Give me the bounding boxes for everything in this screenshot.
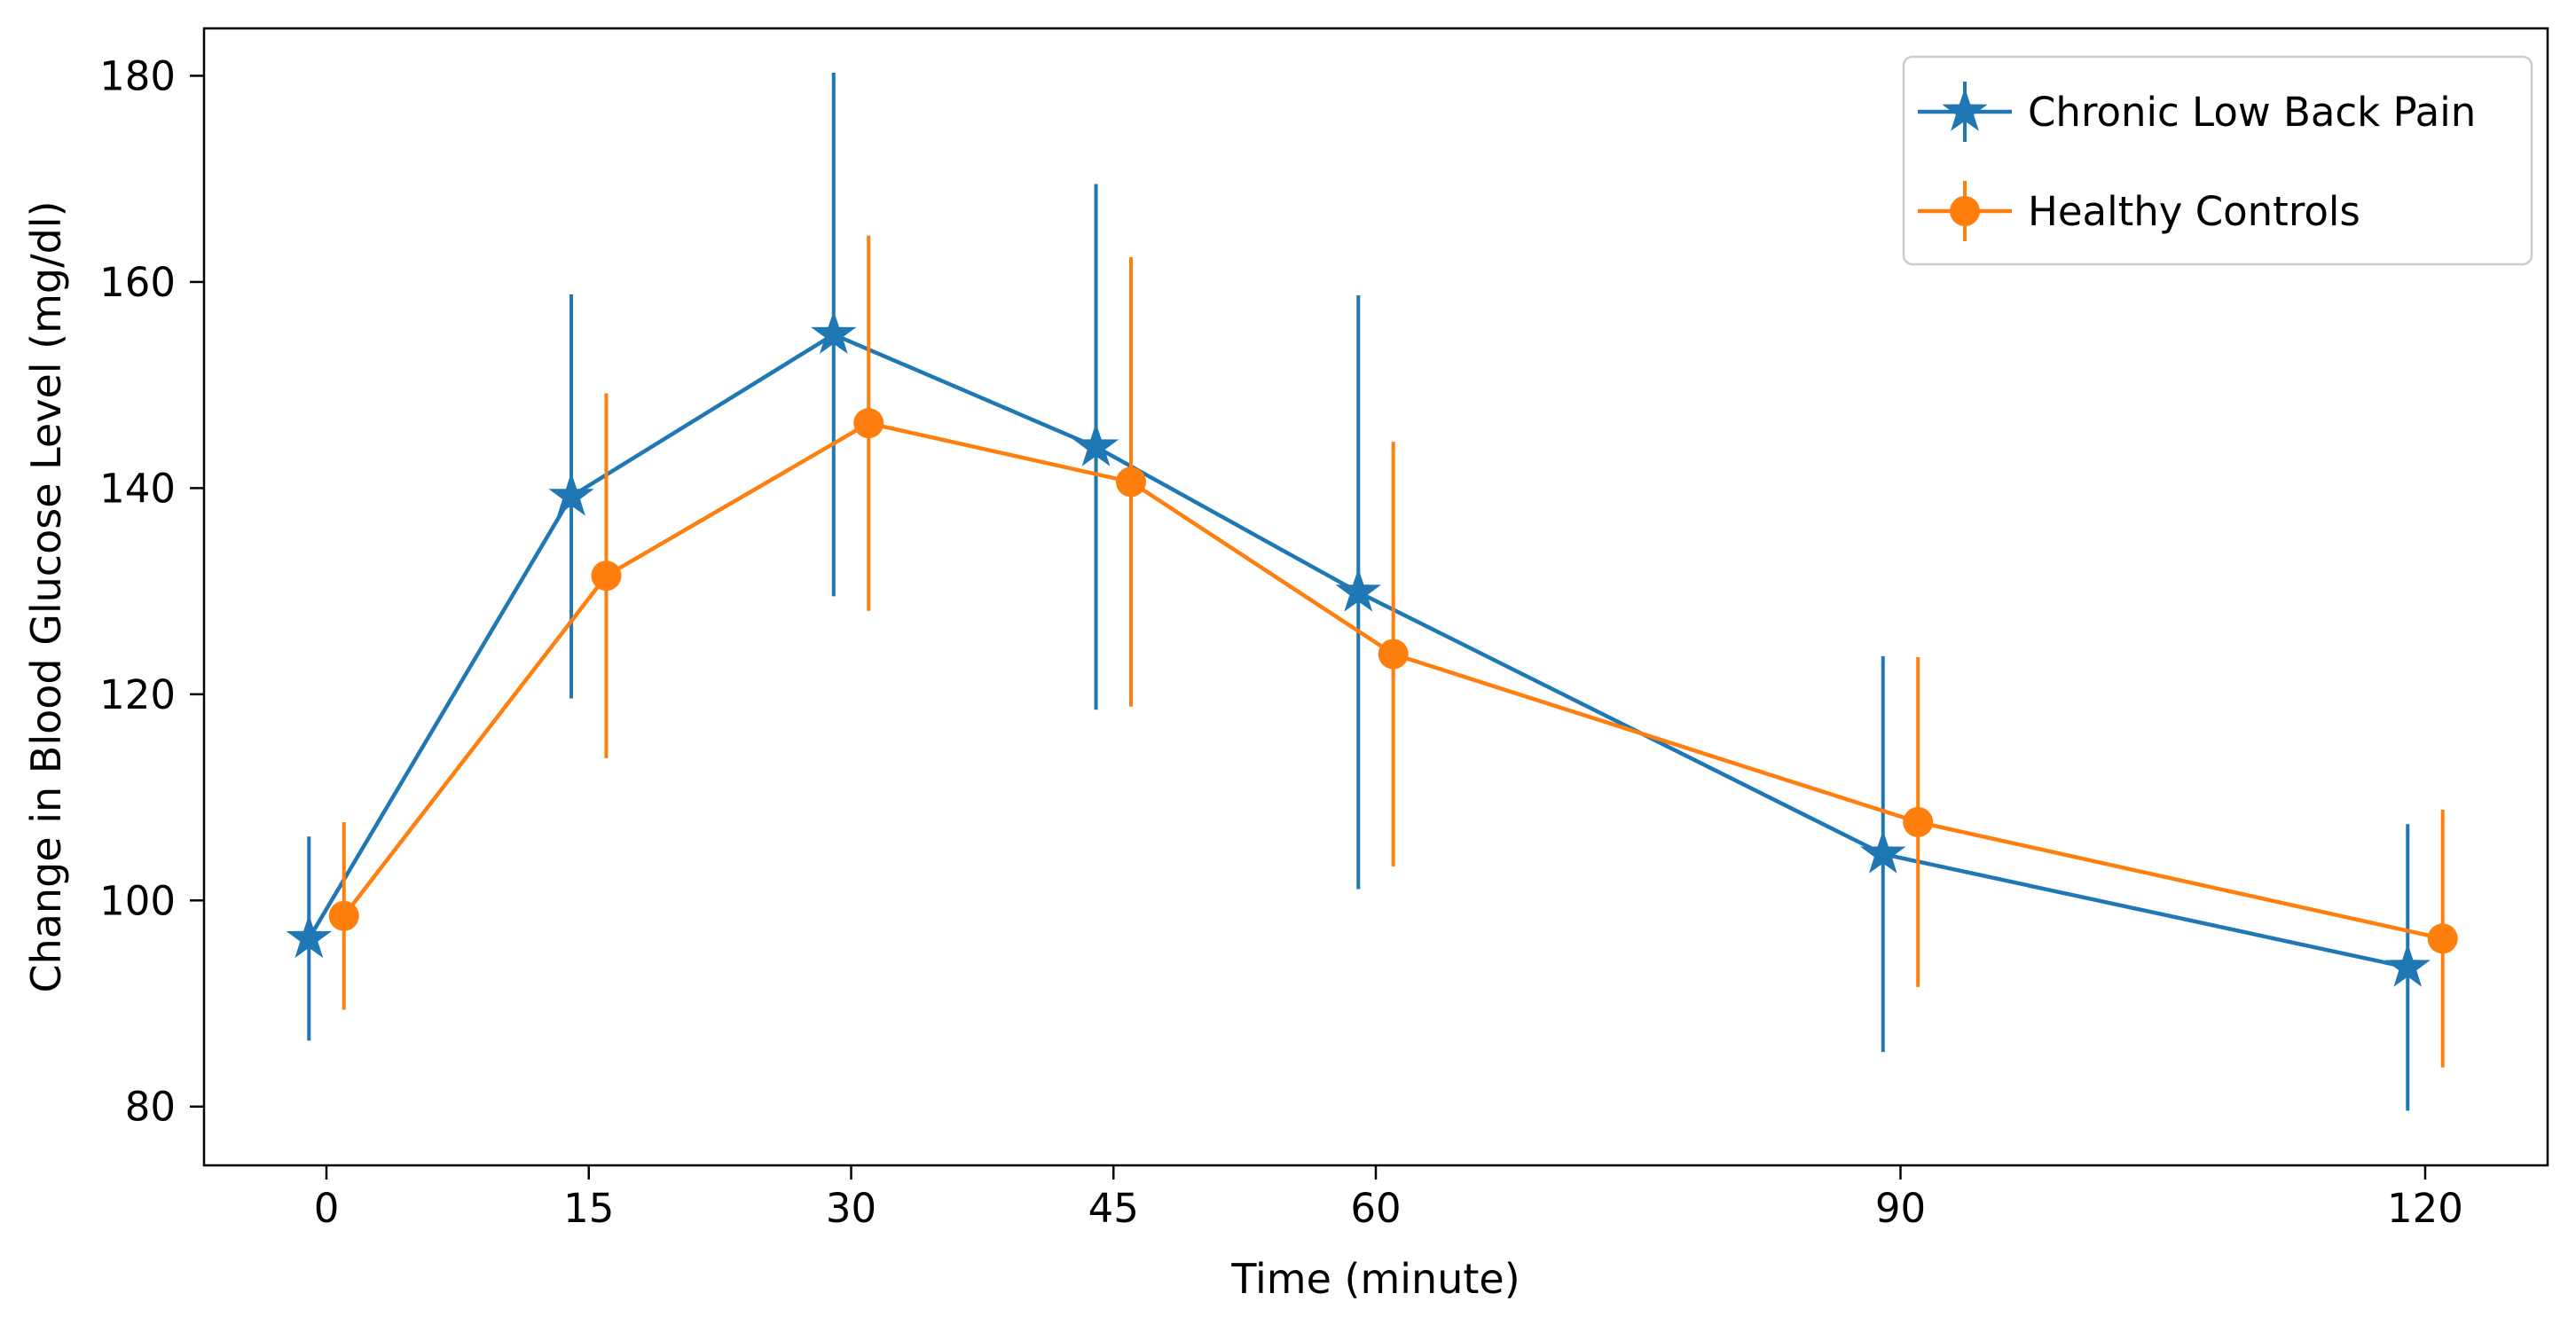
circle-marker (2427, 923, 2458, 954)
x-tick-label: 15 (563, 1185, 614, 1232)
series-clbp (286, 72, 2431, 1111)
x-tick-label: 0 (314, 1185, 340, 1232)
y-tick-label: 100 (99, 877, 176, 924)
y-tick-label: 180 (99, 52, 176, 99)
legend: Chronic Low Back Pain Healthy Controls (1902, 55, 2533, 266)
star-marker (811, 310, 857, 354)
circle-marker (1115, 466, 1146, 498)
star-marker (1860, 830, 1906, 874)
y-tick-label: 120 (99, 671, 176, 718)
circle-marker (328, 900, 359, 931)
x-tick-label: 60 (1350, 1185, 1401, 1232)
x-tick-label: 120 (2387, 1185, 2463, 1232)
circle-marker (591, 561, 622, 592)
x-tick-label: 90 (1875, 1185, 1926, 1232)
star-marker (548, 472, 594, 516)
legend-box (1902, 55, 2533, 266)
y-axis-label: Change in Blood Glucose Level (mg/dl) (22, 200, 70, 992)
x-axis-label: Time (minute) (1230, 1255, 1520, 1303)
legend-label: Chronic Low Back Pain (2028, 89, 2476, 136)
legend-circle-marker (1950, 196, 1980, 226)
circle-marker (853, 408, 884, 439)
star-marker (286, 914, 332, 959)
x-tick-label: 30 (826, 1185, 876, 1232)
legend-star-marker (1942, 88, 1988, 131)
star-marker (2384, 943, 2431, 987)
circle-marker (1903, 806, 1934, 837)
legend-label: Healthy Controls (2028, 188, 2360, 235)
y-tick-label: 160 (99, 259, 176, 306)
y-tick-label: 140 (99, 465, 176, 512)
star-marker (1072, 422, 1119, 466)
y-tick-label: 80 (125, 1084, 176, 1131)
circle-marker (1378, 639, 1409, 670)
x-tick-label: 45 (1088, 1185, 1139, 1232)
star-marker (1335, 568, 1381, 612)
series-healthy (328, 235, 2458, 1068)
